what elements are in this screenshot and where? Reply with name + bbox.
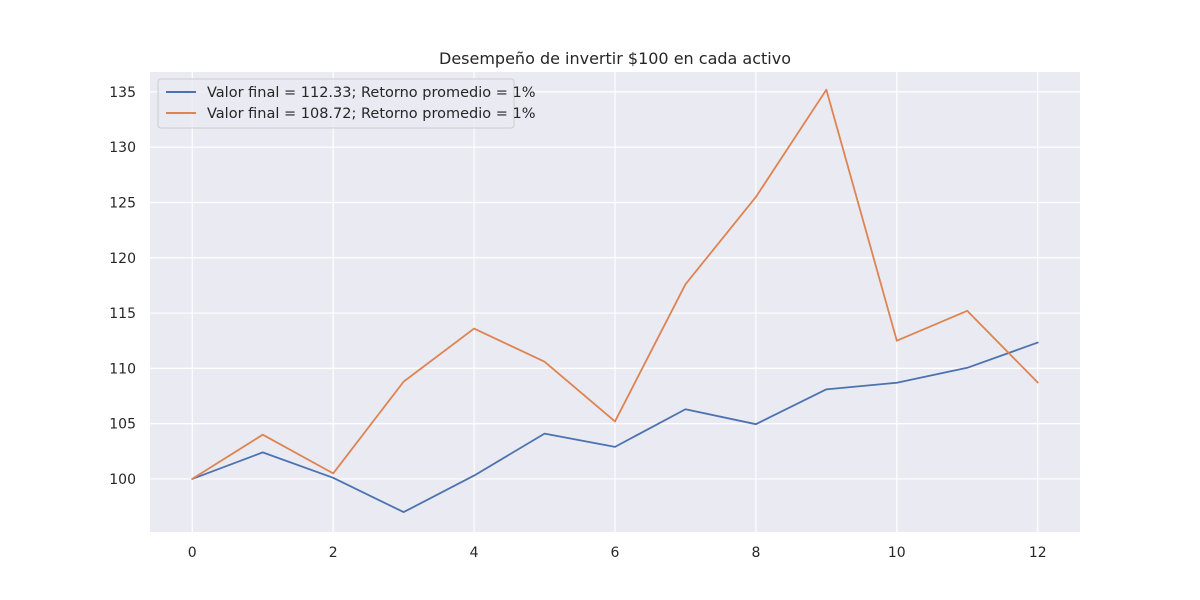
y-tick-label: 115 (109, 306, 136, 322)
x-tick-labels: 0 2 4 6 8 10 12 (188, 545, 1047, 561)
series-line-2 (191, 88, 1039, 480)
series-line-1 (191, 341, 1039, 513)
x-tick-label: 8 (751, 545, 760, 561)
legend-label-series-2: Valor final = 108.72; Retorno promedio =… (207, 106, 536, 122)
y-tick-label: 110 (109, 361, 136, 377)
y-tick-label: 120 (109, 251, 136, 267)
x-tick-label: 4 (470, 545, 479, 561)
chart-title: Desempeño de invertir $100 en cada activ… (439, 49, 791, 68)
y-tick-label: 100 (109, 472, 136, 488)
y-tick-label: 130 (109, 140, 136, 156)
x-tick-label: 2 (329, 545, 338, 561)
y-tick-labels: 100 105 110 115 120 125 130 135 (109, 85, 136, 488)
x-tick-label: 6 (611, 545, 620, 561)
grid-lines (150, 72, 1080, 532)
y-tick-label: 135 (109, 85, 136, 101)
x-tick-label: 0 (188, 545, 197, 561)
series-lines (191, 88, 1039, 513)
y-tick-label: 125 (109, 195, 136, 211)
x-tick-label: 12 (1029, 545, 1047, 561)
legend-label-series-1: Valor final = 112.33; Retorno promedio =… (207, 85, 536, 101)
x-tick-label: 10 (888, 545, 906, 561)
legend: Valor final = 112.33; Retorno promedio =… (157, 78, 536, 129)
legend-box (157, 78, 515, 129)
y-tick-label: 105 (109, 417, 136, 433)
